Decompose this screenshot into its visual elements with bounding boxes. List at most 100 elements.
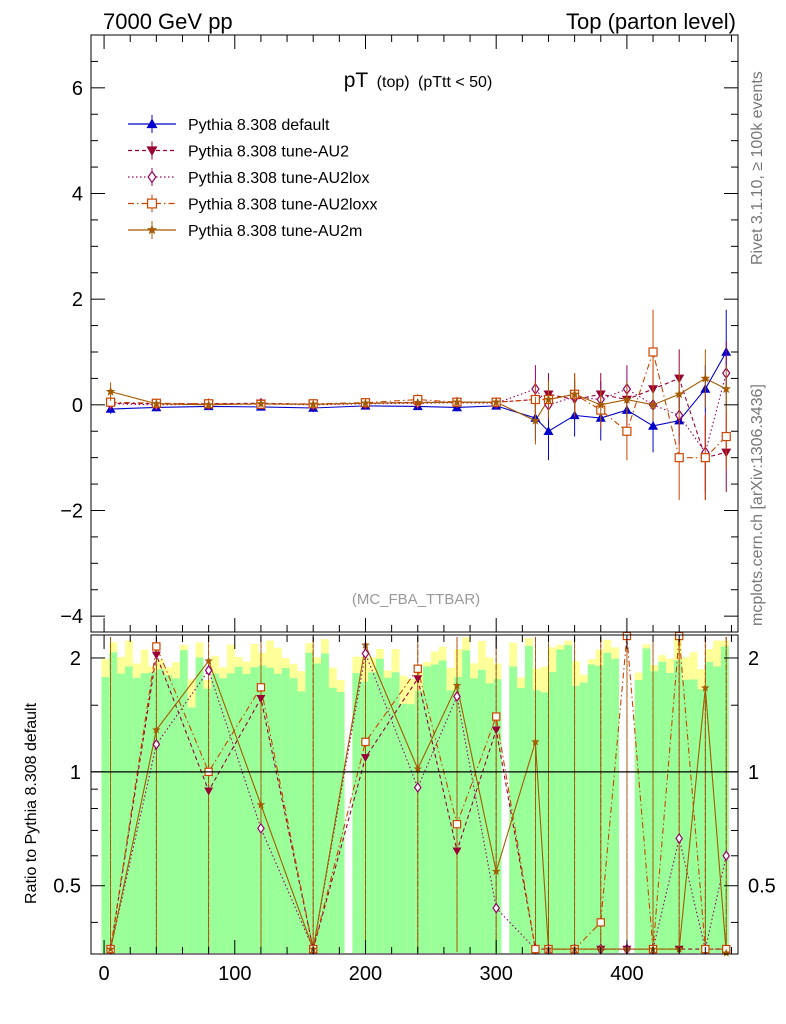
point-pythia-8-308-tune-au2loxx: [721, 431, 731, 442]
ratio-band-green: [117, 673, 125, 953]
mcplots-label: mcplots.cern.ch [arXiv:1306.3436]: [749, 384, 766, 626]
xtick-label: 100: [218, 963, 251, 985]
point-pythia-8-308-tune-au2loxx: [622, 426, 632, 436]
plot-title: pT (top) (pTtt < 50): [344, 69, 493, 92]
point-pythia-8-308-tune-au2m: [622, 394, 632, 404]
series-line-pythia-8-308-tune-au2m: [110, 377, 727, 422]
ratio-band-green: [226, 673, 235, 953]
ratio-point-pythia-8-308-tune-au2lox: [722, 850, 731, 862]
ratio-ytick-label-right: 0.5: [748, 876, 776, 898]
ratio-band-green: [485, 683, 494, 953]
ratio-ytick-label-right: 2: [748, 648, 759, 670]
ratio-band-green: [509, 666, 518, 953]
ratio-band-green: [454, 676, 463, 953]
ratio-band-green: [642, 648, 651, 953]
ratio-band-green: [532, 690, 541, 953]
ratio-band-green: [540, 692, 549, 953]
ratio-band-green: [383, 677, 392, 953]
ratio-point-pythia-8-308-tune-au2: [360, 754, 370, 763]
ratio-band-green: [148, 672, 157, 953]
point-pythia-8-308-tune-au2m: [596, 399, 606, 409]
upper-ytick-label: 0: [72, 395, 83, 417]
header-right: Top (parton level): [566, 9, 736, 34]
ratio-band-green: [697, 689, 706, 953]
ratio-uncertainty-bands: [101, 637, 729, 953]
ratio-band-green: [391, 672, 400, 953]
ratio-band-green: [673, 660, 682, 953]
ratio-series-markers: [106, 631, 731, 957]
ratio-band-green: [415, 690, 423, 953]
ratio-point-pythia-8-308-tune-au2lox: [204, 664, 213, 676]
ratio-point-pythia-8-308-tune-au2: [452, 847, 462, 856]
ratio-point-pythia-8-308-tune-au2m: [701, 683, 710, 692]
ratio-line-pythia-8-308-tune-au2loxx: [110, 635, 727, 950]
ratio-point-pythia-8-308-tune-au2: [256, 695, 266, 703]
ratio-point-pythia-8-308-tune-au2m: [452, 681, 462, 690]
point-pythia-8-308-tune-au2m: [491, 397, 501, 407]
ratio-point-pythia-8-308-tune-au2m: [152, 725, 161, 734]
point-pythia-8-308-tune-au2loxx: [674, 453, 684, 463]
legend-marker-pythia-8-308-tune-au2: [146, 146, 158, 156]
ratio-band-green: [164, 675, 173, 953]
ratio-band-green: [422, 666, 431, 953]
rivet-label: Rivet 3.1.10, ≥ 100k events: [749, 71, 766, 265]
ratio-point-pythia-8-308-tune-au2m: [531, 737, 540, 746]
ratio-band-green: [587, 664, 596, 953]
ratio-point-pythia-8-308-tune-au2m: [722, 948, 731, 957]
ratio-point-pythia-8-308-tune-au2lox: [675, 832, 684, 845]
ratio-point-pythia-8-308-tune-au2lox: [152, 738, 161, 750]
ratio-band-green: [634, 679, 643, 953]
legend-label-pythia-8-308-default: Pythia 8.308 default: [188, 117, 330, 134]
ratio-band-green: [266, 667, 274, 953]
ratio-point-pythia-8-308-tune-au2loxx: [491, 712, 501, 721]
upper-ytick-label: 4: [72, 183, 83, 205]
ratio-band-green: [140, 673, 149, 953]
ratio-band-green: [375, 658, 384, 953]
xtick-label: 300: [480, 963, 513, 985]
ratio-point-pythia-8-308-tune-au2m: [106, 944, 115, 953]
ratio-band-green: [579, 682, 588, 953]
series-line-pythia-8-308-tune-au2lox: [110, 372, 727, 454]
legend-label-pythia-8-308-tune-au2loxx: Pythia 8.308 tune-AU2loxx: [188, 197, 377, 214]
point-pythia-8-308-tune-au2m: [452, 397, 462, 407]
ratio-band-green: [399, 703, 408, 953]
ratio-band-green: [407, 704, 416, 953]
ratio-point-pythia-8-308-tune-au2loxx: [452, 819, 462, 829]
point-pythia-8-308-tune-au2m: [308, 399, 318, 409]
ratio-point-pythia-8-308-tune-au2m: [204, 656, 213, 665]
point-pythia-8-308-tune-au2m: [648, 399, 658, 409]
ratio-point-pythia-8-308-tune-au2loxx: [531, 944, 540, 954]
ratio-band-green: [564, 645, 573, 953]
point-pythia-8-308-default: [543, 426, 554, 435]
ratio-band-green: [446, 690, 455, 953]
ratio-point-pythia-8-308-tune-au2lox: [453, 690, 461, 703]
ratio-band-green: [689, 679, 698, 953]
axes: −4 −2 0 2 4 6 0.5 0.5 1 1 2 2 0 100 200 300 400: [53, 35, 776, 985]
series-line-pythia-8-308-tune-au2: [110, 377, 727, 459]
xtick-label: 400: [610, 963, 643, 985]
ratio-line-pythia-8-308-tune-au2: [110, 652, 727, 950]
point-pythia-8-308-tune-au2m: [700, 373, 711, 383]
ratio-band-green: [430, 664, 439, 953]
ratio-band-green: [603, 652, 612, 953]
ratio-band-green: [305, 652, 314, 953]
ratio-point-pythia-8-308-tune-au2loxx: [152, 642, 161, 651]
ratio-band-green: [321, 653, 329, 953]
ratio-band-green: [666, 672, 674, 953]
ratio-series-lines: [110, 635, 727, 954]
legend-label-pythia-8-308-tune-au2m: Pythia 8.308 tune-AU2m: [188, 223, 362, 240]
ratio-band-green: [477, 669, 486, 953]
ratio-band-green: [470, 678, 478, 953]
plot-title-main: pT: [344, 69, 369, 92]
ratio-ytick-label-right: 1: [748, 762, 759, 784]
ratio-point-pythia-8-308-tune-au2lox: [361, 647, 370, 660]
ratio-band-green: [132, 677, 141, 953]
ratio-band-green: [203, 688, 212, 953]
ratio-point-pythia-8-308-tune-au2loxx: [413, 664, 422, 673]
ratio-band-green: [548, 672, 557, 953]
ratio-band-green: [179, 650, 188, 953]
header-left: 7000 GeV pp: [103, 9, 233, 34]
legend-label-pythia-8-308-tune-au2lox: Pythia 8.308 tune-AU2lox: [188, 170, 369, 187]
point-pythia-8-308-tune-au2m: [721, 384, 731, 393]
